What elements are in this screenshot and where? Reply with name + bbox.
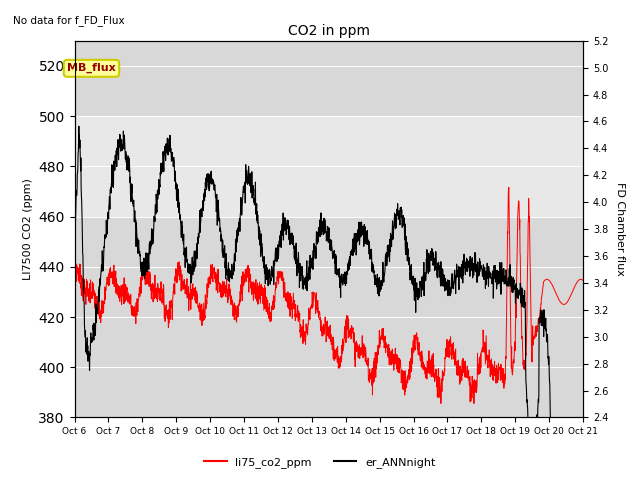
Legend: li75_co2_ppm, er_ANNnight: li75_co2_ppm, er_ANNnight [200, 452, 440, 472]
Y-axis label: LI7500 CO2 (ppm): LI7500 CO2 (ppm) [23, 178, 33, 280]
Y-axis label: FD Chamber flux: FD Chamber flux [615, 182, 625, 276]
Title: CO2 in ppm: CO2 in ppm [288, 24, 370, 38]
Text: No data for f_FD_Flux: No data for f_FD_Flux [13, 15, 125, 25]
Text: MB_flux: MB_flux [67, 63, 116, 73]
Bar [74, 116, 583, 216]
